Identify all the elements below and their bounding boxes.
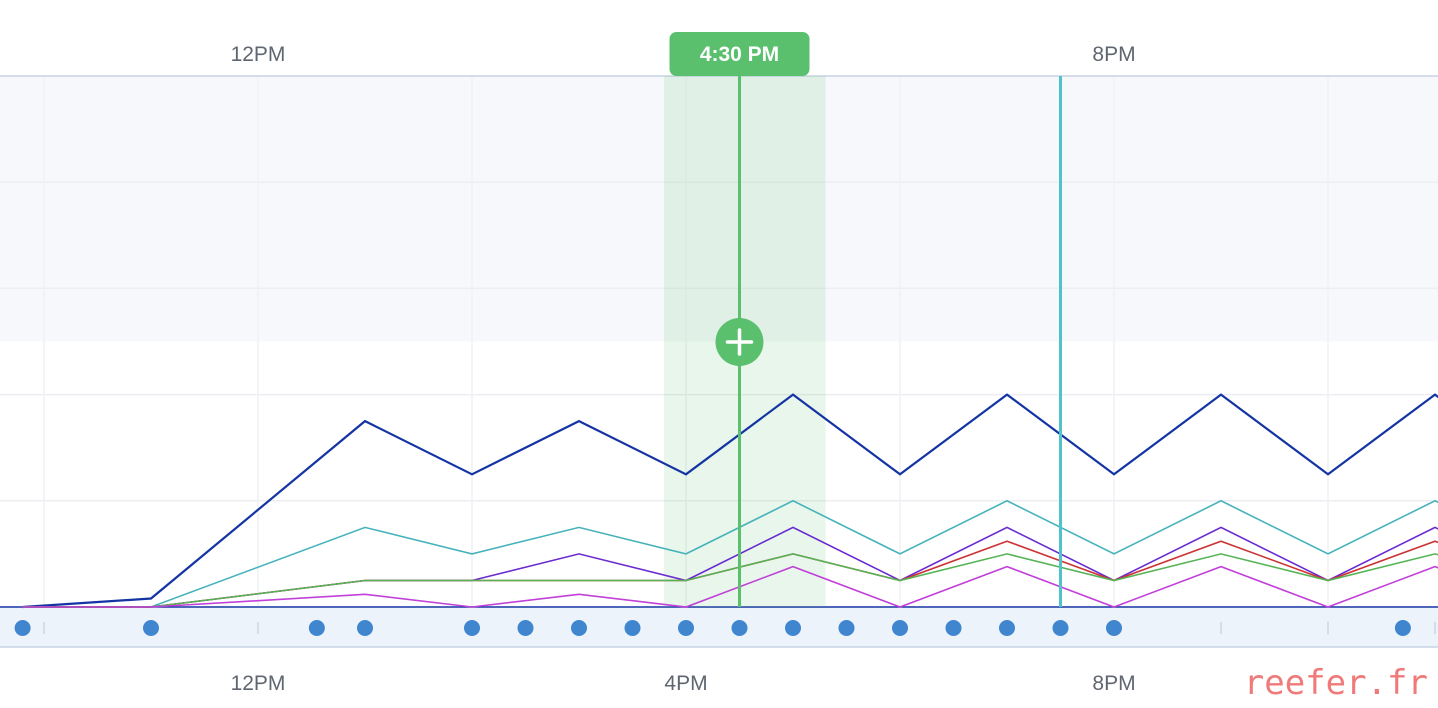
event-dot[interactable] bbox=[571, 620, 587, 636]
event-dot[interactable] bbox=[143, 620, 159, 636]
event-dot[interactable] bbox=[14, 620, 31, 636]
event-dot[interactable] bbox=[945, 620, 962, 636]
event-dot[interactable] bbox=[517, 620, 534, 636]
upper-band bbox=[0, 76, 1438, 342]
plot-background bbox=[0, 76, 1438, 342]
event-dot[interactable] bbox=[731, 620, 748, 636]
event-dot[interactable] bbox=[678, 620, 694, 636]
event-strip bbox=[14, 620, 1411, 636]
event-dot[interactable] bbox=[785, 620, 801, 636]
event-dot[interactable] bbox=[838, 620, 855, 636]
axis-lines bbox=[0, 75, 1438, 648]
event-dot[interactable] bbox=[1394, 620, 1411, 636]
event-strip-background bbox=[0, 608, 1438, 647]
time-cursor[interactable]: 4:30 PM bbox=[669, 32, 810, 607]
event-dot[interactable] bbox=[624, 620, 641, 636]
bottom-tick-label: 8PM bbox=[1092, 672, 1135, 695]
event-dot[interactable] bbox=[464, 620, 480, 636]
event-dot[interactable] bbox=[1052, 620, 1069, 636]
grid bbox=[0, 76, 1438, 607]
bottom-tick-label: 4PM bbox=[664, 672, 707, 695]
cursor-label-box[interactable] bbox=[669, 32, 810, 76]
watermark-text: reefer.fr bbox=[1244, 663, 1428, 703]
series-line-6 bbox=[22, 565, 1438, 608]
event-dot[interactable] bbox=[308, 620, 325, 636]
series-line-1 bbox=[22, 393, 1438, 609]
top-tick-label: 12PM bbox=[231, 43, 286, 66]
bottom-tick-label: 12PM bbox=[231, 672, 286, 695]
series-lines bbox=[22, 393, 1438, 609]
time-axis-labels: 12PM 8PM 12PM 4PM 8PM bbox=[231, 43, 1136, 695]
event-dot[interactable] bbox=[357, 620, 373, 636]
series-line-5 bbox=[22, 553, 1438, 608]
event-dot[interactable] bbox=[1106, 620, 1122, 636]
cursor-label: 4:30 PM bbox=[700, 43, 779, 66]
event-dot[interactable] bbox=[892, 620, 908, 636]
top-tick-label: 8PM bbox=[1092, 43, 1135, 66]
series-line-2 bbox=[22, 499, 1438, 608]
event-dot[interactable] bbox=[999, 620, 1015, 636]
